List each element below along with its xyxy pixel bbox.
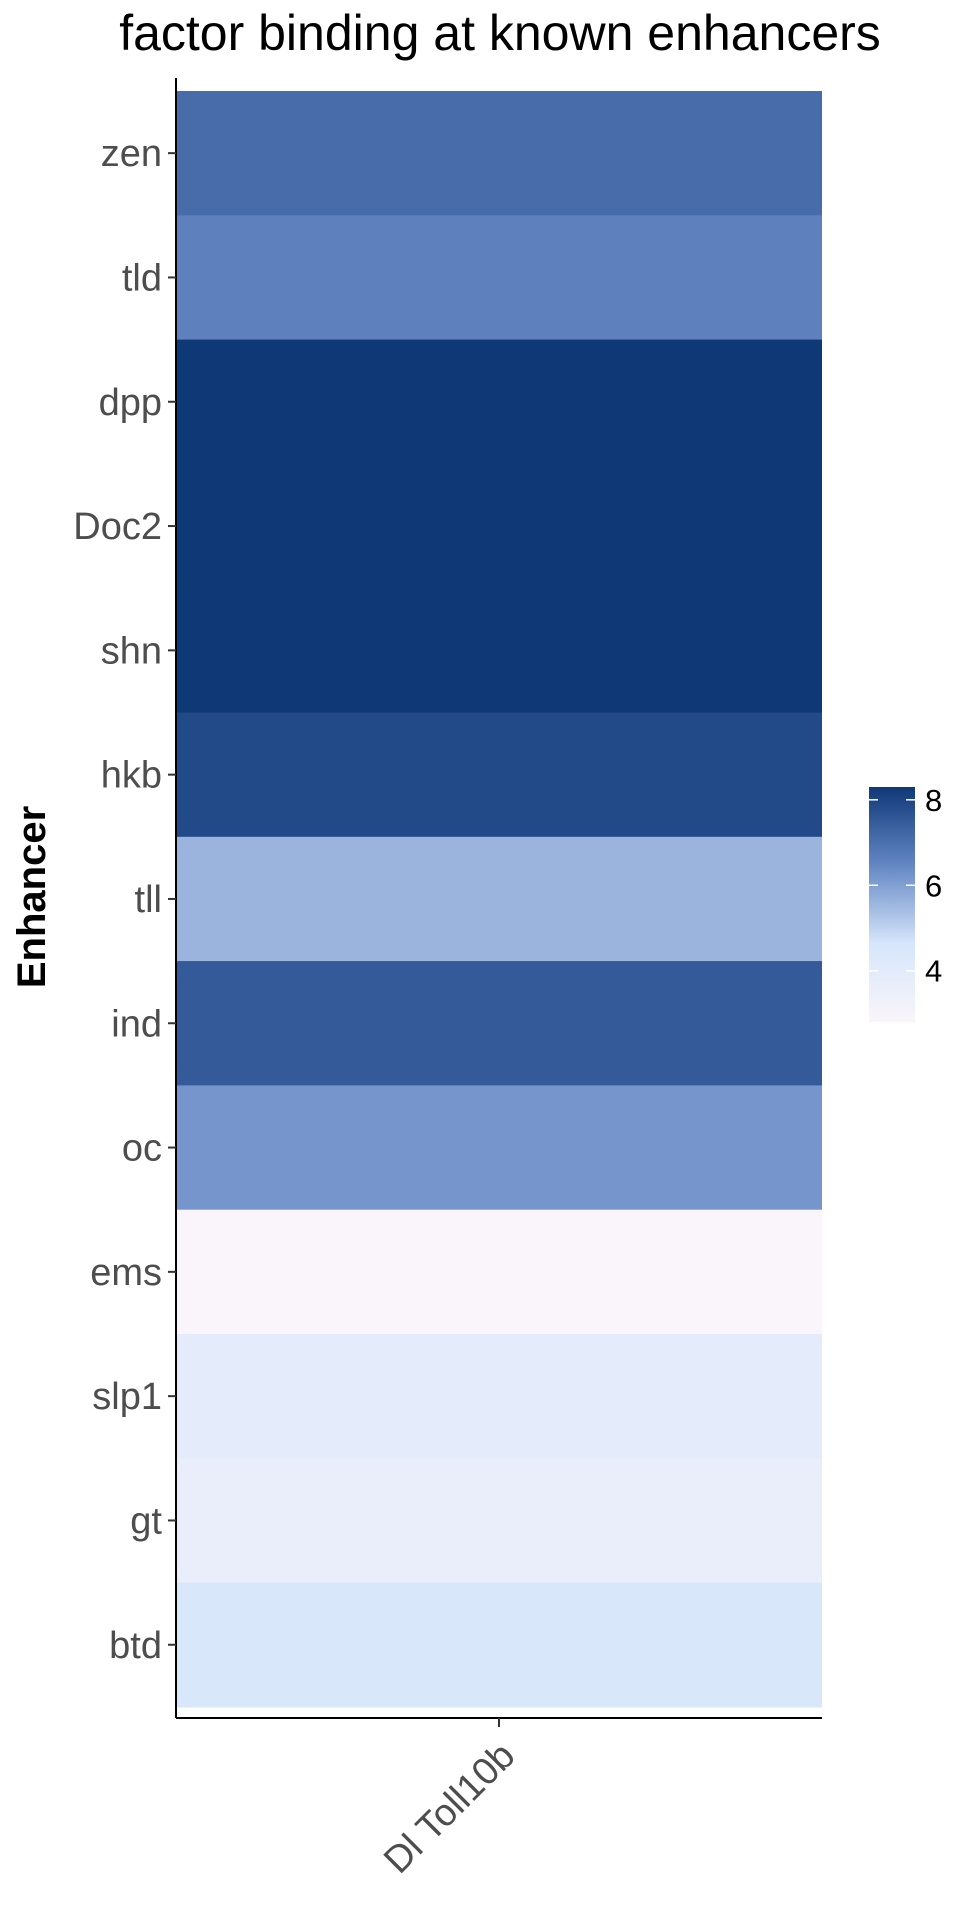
heatmap-tile-Doc2	[176, 463, 822, 589]
heatmap-tile-ems	[176, 1209, 822, 1335]
heatmap-tiles	[176, 91, 822, 1708]
colorbar-gradient	[869, 787, 915, 1022]
heatmap-tile-oc	[176, 1085, 822, 1211]
y-tick-labels: zen tld dpp Doc2 shn hkb tll ind oc ems slp1 gt btd	[73, 133, 162, 1667]
colorbar-legend: 4 6 8	[869, 783, 942, 1022]
y-tick-label-tll: tll	[135, 879, 162, 921]
heatmap-tile-tll	[176, 836, 822, 962]
heatmap-tile-slp1	[176, 1334, 822, 1459]
colorbar-tick-label-6: 6	[925, 868, 942, 903]
chart-title: factor binding at known enhancers	[119, 5, 881, 61]
heatmap-tile-hkb	[176, 712, 822, 838]
y-tick-label-ems: ems	[90, 1252, 162, 1294]
y-tick-label-zen: zen	[101, 133, 162, 175]
y-tick-label-hkb: hkb	[101, 755, 162, 797]
y-tick-label-oc: oc	[122, 1128, 162, 1170]
heatmap-tile-ind	[176, 961, 822, 1086]
y-tick-label-ind: ind	[111, 1003, 162, 1045]
y-tick-label-btd: btd	[109, 1625, 162, 1667]
y-tick-label-Doc2: Doc2	[73, 506, 162, 548]
y-tick-label-tld: tld	[122, 257, 162, 299]
heatmap-tile-dpp	[176, 339, 822, 465]
colorbar-tick-label-4: 4	[925, 954, 942, 989]
y-tick-label-shn: shn	[101, 630, 162, 672]
colorbar-tick-label-8: 8	[925, 783, 942, 818]
heatmap-tile-zen	[176, 91, 822, 216]
heatmap-tile-shn	[176, 588, 822, 714]
y-tick-label-slp1: slp1	[92, 1376, 162, 1418]
axes	[168, 78, 822, 1727]
y-tick-label-gt: gt	[130, 1500, 162, 1542]
x-tick-label-0: Dl Toll10b	[376, 1735, 523, 1882]
heatmap-tile-tld	[176, 215, 822, 341]
y-tick-label-dpp: dpp	[99, 382, 162, 424]
x-tick-labels: Dl Toll10b	[376, 1735, 523, 1882]
heatmap-tile-gt	[176, 1458, 822, 1584]
y-axis-label: Enhancer	[10, 806, 54, 988]
heatmap-tile-btd	[176, 1582, 822, 1708]
